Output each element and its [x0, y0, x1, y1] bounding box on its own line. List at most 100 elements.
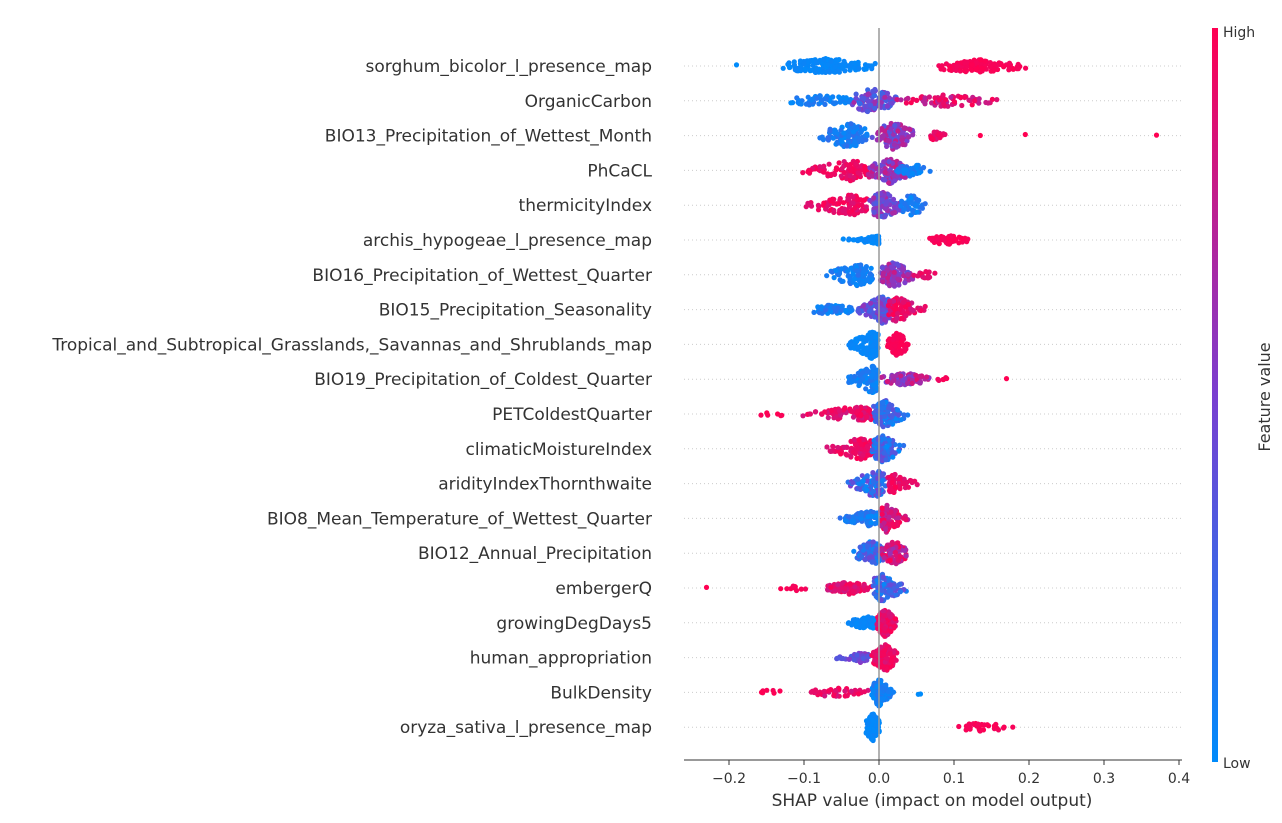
shap-dot — [873, 408, 879, 414]
shap-dot — [901, 273, 907, 279]
shap-dot — [873, 722, 879, 728]
shap-dot — [940, 100, 947, 106]
shap-dot — [870, 539, 876, 545]
shap-dot — [846, 204, 853, 210]
shap-dot — [859, 202, 865, 208]
shap-dot — [863, 386, 869, 392]
shap-dot — [889, 488, 896, 494]
shap-dot — [889, 413, 895, 419]
shap-dot — [863, 204, 869, 210]
shap-dot — [968, 66, 974, 72]
shap-dot — [882, 177, 888, 183]
shap-dot — [798, 586, 804, 592]
shap-dot — [827, 448, 833, 454]
shap-dot — [841, 130, 847, 136]
shap-dot — [927, 168, 933, 174]
shap-dot — [892, 471, 898, 478]
shap-dot — [880, 664, 886, 670]
shap-dot — [884, 507, 890, 513]
shap-dot — [882, 413, 888, 419]
shap-dot — [830, 443, 836, 449]
shap-dot — [840, 236, 846, 242]
shap-dot — [836, 160, 842, 166]
shap-dot — [883, 682, 889, 688]
shap-dot — [879, 587, 885, 594]
shap-dot — [903, 100, 910, 106]
shap-dot — [903, 125, 909, 131]
shap-dot — [891, 172, 897, 178]
shap-dot — [946, 239, 953, 245]
shap-dot — [887, 614, 893, 620]
shap-dot — [872, 60, 878, 67]
shap-dot — [861, 619, 867, 625]
shap-dot — [865, 614, 871, 620]
shap-dot — [864, 368, 870, 374]
shap-dot — [853, 95, 859, 101]
shap-dot — [936, 377, 942, 383]
shap-dot — [896, 306, 903, 312]
shap-dot — [844, 268, 851, 274]
shap-dot — [850, 194, 856, 200]
shap-dot — [956, 723, 962, 730]
shap-dot — [882, 436, 888, 442]
shap-dot — [865, 585, 871, 591]
shap-dot — [703, 584, 710, 591]
shap-dot — [890, 210, 896, 216]
shap-dot — [868, 102, 874, 108]
shap-dot — [896, 282, 902, 288]
feature-label: PhCaCL — [587, 161, 652, 181]
shap-dot — [806, 101, 812, 107]
shap-dot — [872, 99, 878, 105]
shap-dot — [809, 67, 815, 73]
shap-dot — [886, 588, 892, 594]
shap-dot — [918, 307, 924, 314]
shap-dot — [862, 126, 868, 132]
shap-dot — [879, 472, 885, 479]
shap-dot — [907, 126, 913, 133]
shap-dot — [969, 62, 975, 68]
shap-dot — [900, 299, 907, 305]
shap-dot — [972, 98, 978, 104]
shap-dot — [880, 270, 887, 276]
shap-dot — [854, 620, 860, 627]
shap-dot — [926, 94, 933, 100]
shap-dot — [813, 409, 819, 415]
shap-dot — [825, 203, 831, 209]
shap-dot — [882, 626, 888, 632]
shap-dot — [891, 269, 897, 275]
x-tick-label: 0.0 — [868, 771, 890, 787]
shap-dot — [851, 436, 858, 443]
shap-dot — [881, 450, 887, 456]
shap-dot — [868, 520, 874, 526]
shap-dot — [895, 334, 902, 341]
shap-dot — [855, 272, 861, 278]
shap-dot — [825, 173, 831, 179]
shap-dot — [820, 69, 826, 75]
shap-dot — [864, 277, 870, 283]
shap-dot — [860, 655, 866, 662]
shap-dot — [864, 380, 870, 386]
shap-dot — [905, 412, 911, 418]
shap-dot — [991, 61, 997, 67]
shap-dot — [890, 337, 896, 343]
shap-dot — [846, 656, 852, 662]
shap-dot — [833, 308, 839, 314]
shap-dot — [850, 588, 856, 595]
shap-dot — [855, 476, 861, 482]
shap-dot — [941, 67, 947, 73]
shap-dot — [947, 66, 953, 73]
shap-dot — [805, 200, 811, 206]
feature-label: oryza_sativa_l_presence_map — [400, 718, 652, 738]
shap-dot — [905, 301, 911, 307]
shap-dot — [884, 143, 890, 149]
shap-dot — [927, 274, 933, 280]
shap-dot — [917, 380, 923, 386]
shap-dot — [895, 128, 901, 134]
shap-dot — [823, 96, 830, 102]
shap-dot — [847, 173, 853, 179]
shap-dot — [873, 339, 879, 345]
feature-label: archis_hypogeae_l_presence_map — [363, 231, 652, 251]
shap-dot — [978, 57, 984, 63]
colorbar-axis-label: Feature value — [1255, 342, 1274, 451]
shap-dot — [932, 95, 938, 101]
